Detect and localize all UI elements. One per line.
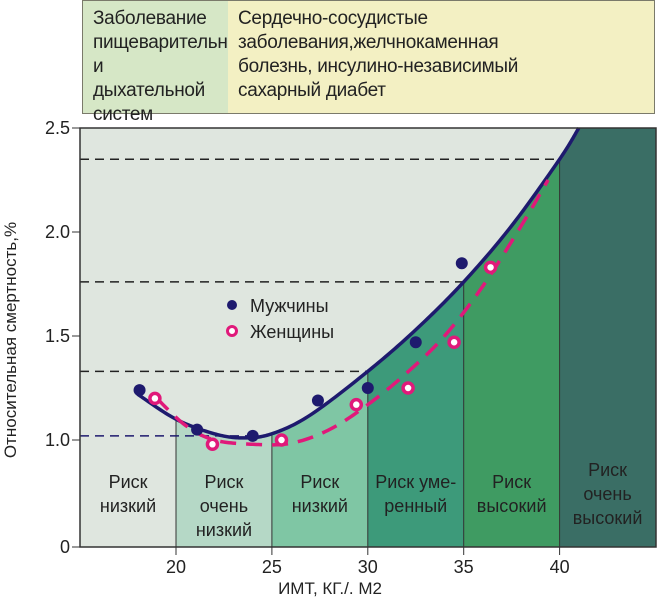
x-tick-label: 35 [454, 557, 474, 577]
women-data-point [447, 335, 461, 349]
legend-men-label: Мужчины [250, 296, 329, 316]
zone-label: Риск очень низкий [196, 472, 252, 540]
women-trend-curve [155, 179, 550, 447]
legend-men-marker [227, 300, 237, 310]
x-axis-label: ИМТ, КГ./. М2 [278, 579, 382, 598]
men-data-point [246, 429, 259, 442]
legend: Мужчины Женщины [226, 296, 334, 342]
risk-zone [271, 371, 368, 547]
x-tick-label: 30 [358, 557, 378, 577]
x-tick-label: 40 [550, 557, 570, 577]
risk-zone [176, 419, 272, 547]
zone-label: Риск высокий [477, 472, 547, 516]
y-tick-label: 0 [60, 537, 70, 557]
risk-zone [367, 281, 464, 547]
risk-zone [559, 128, 656, 547]
women-data-point [401, 381, 415, 395]
zone-label: Риск низкий [292, 472, 348, 516]
men-trend-curve [136, 127, 581, 440]
header-digestive-respiratory: Заболевание пищеварительной и дыхательно… [82, 0, 248, 125]
men-data-point [455, 257, 468, 270]
legend-women-label: Женщины [250, 322, 334, 342]
women-data-point [274, 433, 289, 447]
men-data-point [311, 394, 324, 407]
header-cardiovascular: Сердечно-сосудистые заболевания,желчнока… [228, 0, 655, 114]
women-data-point [349, 397, 364, 412]
y-tick-label: 2.0 [45, 222, 70, 242]
women-data-point [148, 391, 162, 406]
men-data-point [409, 336, 422, 349]
legend-women-marker [226, 325, 238, 337]
women-data-point [205, 437, 220, 452]
y-tick-label: 1.0 [45, 430, 70, 450]
y-tick-label: 2.5 [45, 118, 70, 138]
y-tick-label: 1.5 [45, 326, 70, 346]
men-data-point [133, 384, 146, 397]
zone-label: Риск низкий [100, 472, 156, 516]
men-data-point [361, 382, 374, 394]
zone-label: Риск уме-ренный [375, 472, 456, 516]
x-tick-label: 25 [262, 557, 282, 577]
y-axis-label: Относительная смертность,% [1, 222, 20, 458]
zone-label: Риск очень высокий [573, 460, 643, 528]
x-tick-label: 20 [166, 557, 186, 577]
women-data-point [483, 260, 498, 275]
men-data-point [191, 423, 204, 436]
